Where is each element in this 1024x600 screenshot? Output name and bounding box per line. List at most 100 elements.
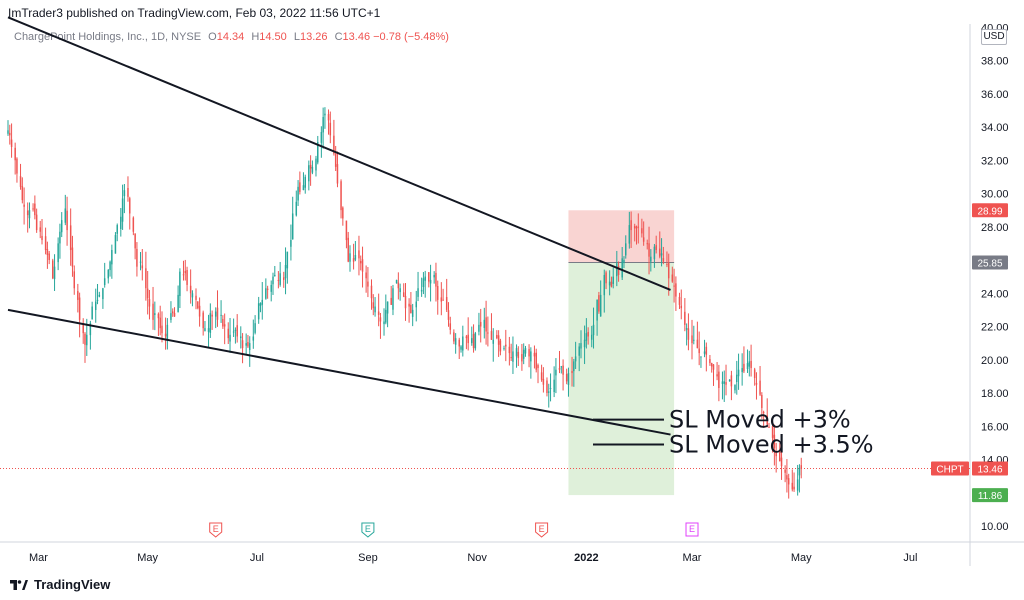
candle-body [515,348,518,357]
y-tick-label: 24.00 [981,288,1009,300]
brand-text: TradingView [34,577,111,592]
candle-body [284,264,287,279]
candle-body [734,384,736,391]
trendline [7,16,671,291]
candle-body [424,276,426,281]
candle-body [436,285,439,300]
candle-body [10,139,13,147]
candle-body [136,248,138,267]
candle-body [410,304,412,314]
candle-body [220,314,222,316]
candle-body [64,208,67,223]
price-tag-text: 11.86 [978,491,1003,502]
candle-body [449,323,452,330]
candle-body [35,214,38,231]
candle-body [630,220,632,231]
candle-body [179,271,181,297]
candle-body [166,324,169,341]
candle-body [211,314,213,317]
candle-body [650,256,652,262]
candle-body [399,288,401,293]
candle-body [517,351,520,359]
candle-body [60,220,63,233]
candle-body [48,253,50,260]
candle-body [417,288,419,297]
candle-body [383,321,385,325]
candle-body [302,185,305,191]
candle-body [616,263,618,277]
earnings-marker [685,522,699,537]
publisher-line: ImTrader3 published on TradingView.com, … [8,6,381,20]
candle-body [123,190,126,197]
candle-body [340,181,342,211]
candle-body [496,334,498,339]
candle-body [490,331,493,340]
candle-body [154,313,156,315]
x-tick-label: Jul [250,552,264,564]
candle-body [558,367,561,370]
candle-body [177,294,179,312]
candle-body [184,270,187,274]
candle-body [778,451,781,462]
candle-body [709,359,711,364]
candle-body [254,323,256,333]
candle-body [712,364,715,370]
candle-body [479,321,482,327]
candle-body [121,198,124,222]
earnings-marker [535,522,549,538]
candle-body [508,346,511,354]
candle-body [562,365,564,375]
candle-body [129,198,131,214]
candle-body [587,331,589,337]
candle-body [698,348,700,354]
candle-body [397,282,400,289]
price-tag-text: 13.46 [977,464,1002,475]
candle-body [623,260,625,264]
candle-body [309,164,312,169]
candle-body [390,297,392,305]
symbol-tag-text: CHPT [936,464,963,475]
candle-body [132,217,135,232]
candle-body [354,255,357,260]
candle-body [521,354,523,362]
candle-body [186,270,188,285]
candle-body [703,351,706,354]
candle-body [386,301,389,314]
candle-body [780,457,783,467]
currency-button[interactable]: USD [981,29,1007,45]
candle-body [598,295,600,312]
candle-body [41,235,43,241]
candle-body [173,312,176,317]
profit-target-zone [568,262,675,496]
candle-body [111,250,113,265]
candle-body [232,331,235,333]
candle-body [96,299,99,301]
candle-body [295,201,298,216]
candle-body [34,203,36,216]
candle-body [759,380,761,395]
price-tag-bg [972,488,1008,503]
candle-body [279,273,281,285]
candle-body [599,294,602,317]
candle-body [157,313,160,319]
candle-body [336,164,339,184]
candle-body [641,228,643,234]
candle-body [453,332,455,342]
candle-body [236,325,238,337]
candle-body [548,391,550,393]
candle-body [290,240,292,247]
symbol-legend: ChargePoint Holdings, Inc., 1D, NYSE O14… [14,31,449,43]
candle-body [329,122,332,136]
candle-body [44,236,47,251]
candle-body [240,336,242,339]
candle-body [766,415,768,425]
candle-body [59,231,61,244]
candle-body [705,346,708,355]
candle-body [728,379,731,382]
candle-body [402,292,405,297]
candle-body [227,328,229,339]
candle-body [505,344,507,347]
candle-body [197,301,199,309]
tradingview-logo[interactable]: TradingView [10,577,110,592]
